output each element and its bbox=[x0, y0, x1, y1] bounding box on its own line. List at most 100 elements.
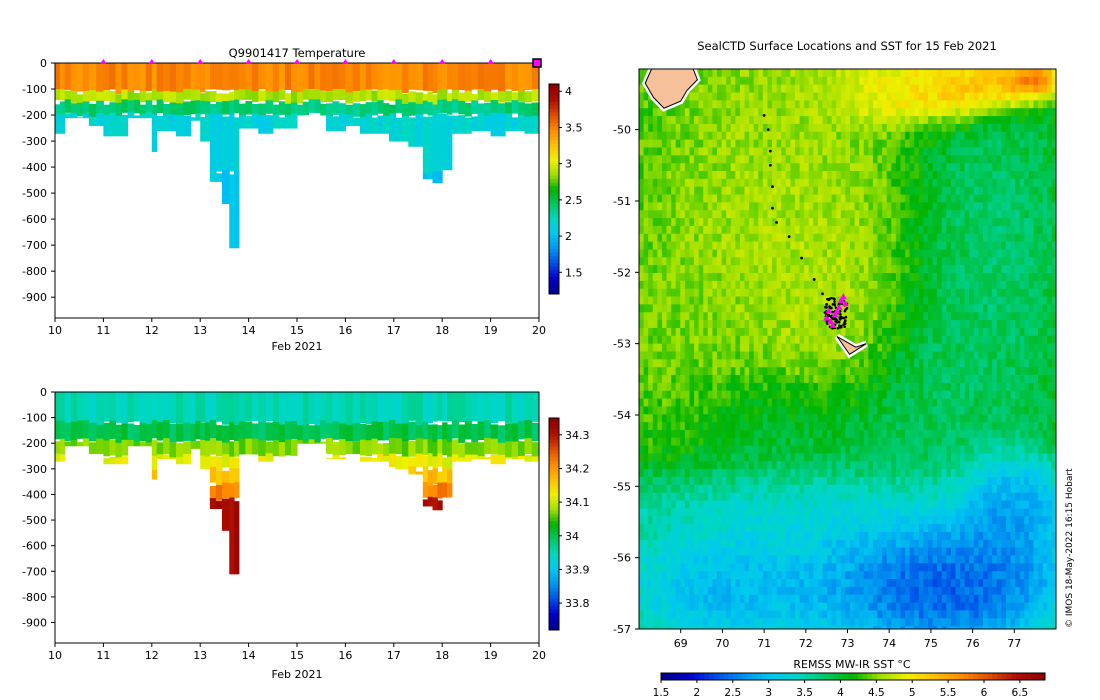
sst-cell bbox=[758, 343, 764, 353]
sst-cell bbox=[969, 186, 975, 196]
sst-cell bbox=[799, 312, 805, 321]
section-cell bbox=[121, 99, 129, 113]
sst-cell bbox=[882, 382, 888, 392]
sst-cell bbox=[785, 367, 792, 376]
sst-cell bbox=[1019, 335, 1026, 345]
sst-cell bbox=[969, 233, 975, 243]
sst-cell bbox=[639, 116, 645, 125]
sst-cell bbox=[790, 194, 796, 204]
sst-cell bbox=[762, 375, 769, 384]
sst-cell bbox=[1001, 84, 1007, 94]
sst-cell bbox=[983, 296, 989, 306]
sst-cell bbox=[744, 343, 750, 353]
sst-cell bbox=[854, 280, 860, 290]
sst-cell bbox=[840, 280, 847, 290]
sst-cell bbox=[794, 108, 801, 117]
sst-cell bbox=[1024, 343, 1030, 353]
sst-cell bbox=[753, 398, 760, 408]
sst-cell bbox=[900, 351, 906, 361]
colorbar-segment bbox=[549, 421, 559, 426]
sst-cell bbox=[914, 225, 920, 235]
section-cell bbox=[115, 442, 123, 459]
colorbar-segment bbox=[549, 171, 559, 176]
sst-cell bbox=[716, 131, 723, 141]
sst-cell bbox=[950, 76, 957, 86]
sst-cell bbox=[684, 335, 691, 345]
sst-cell bbox=[868, 351, 874, 361]
sst-cell bbox=[652, 351, 659, 361]
sst-cell bbox=[1033, 92, 1039, 102]
sst-cell bbox=[726, 155, 732, 164]
sst-cell bbox=[946, 320, 952, 329]
section-cell bbox=[484, 91, 492, 103]
sst-cell bbox=[744, 186, 750, 196]
sst-cell bbox=[758, 241, 764, 251]
sst-cell bbox=[648, 406, 654, 416]
sst-cell bbox=[937, 304, 943, 314]
sst-cell bbox=[891, 123, 897, 133]
colorbar-tick-label: 34.3 bbox=[565, 429, 590, 442]
sst-cell bbox=[914, 327, 920, 337]
sst-cell bbox=[744, 367, 750, 376]
sst-cell bbox=[726, 312, 732, 321]
sst-cell bbox=[845, 367, 851, 376]
colorbar-segment bbox=[549, 552, 559, 557]
sst-cell bbox=[1047, 304, 1053, 314]
section-cell bbox=[76, 102, 84, 117]
section-cell bbox=[156, 392, 164, 425]
sst-cell bbox=[854, 186, 860, 196]
section-cell bbox=[251, 90, 259, 102]
sst-cell bbox=[1005, 194, 1012, 204]
sst-cell bbox=[969, 367, 975, 376]
sst-cell bbox=[996, 76, 1003, 86]
sst-cell bbox=[767, 163, 773, 172]
sst-cell bbox=[684, 343, 691, 353]
sst-cell bbox=[882, 343, 888, 353]
sst-cell bbox=[1005, 288, 1012, 298]
sst-cell bbox=[836, 225, 842, 235]
sst-cell bbox=[1033, 304, 1039, 314]
sst-cell bbox=[1015, 194, 1021, 204]
sst-cell bbox=[923, 69, 929, 78]
sst-cell bbox=[772, 288, 778, 298]
sst-cell bbox=[712, 359, 718, 368]
sst-cell bbox=[1042, 171, 1049, 180]
sst-cell bbox=[1001, 147, 1007, 157]
section-cell bbox=[209, 91, 217, 102]
section-cell bbox=[518, 114, 525, 132]
sst-cell bbox=[950, 171, 957, 180]
sst-cell bbox=[739, 359, 746, 368]
sst-cell bbox=[698, 84, 705, 94]
sst-cell bbox=[983, 210, 989, 219]
sst-cell bbox=[927, 92, 934, 102]
sst-cell bbox=[735, 359, 741, 368]
sst-cell bbox=[1019, 280, 1026, 290]
sst-cell bbox=[863, 108, 870, 117]
colorbar-segment bbox=[549, 428, 559, 433]
sst-cell bbox=[1038, 155, 1044, 164]
sst-cell bbox=[854, 123, 860, 133]
sst-cell bbox=[836, 131, 842, 141]
section-cell bbox=[408, 392, 417, 421]
sst-cell bbox=[987, 163, 993, 172]
sst-cell bbox=[790, 257, 796, 266]
section-cell bbox=[297, 104, 304, 116]
sst-cell bbox=[822, 210, 828, 219]
section-cell bbox=[229, 100, 235, 114]
sst-cell bbox=[914, 147, 920, 157]
sst-cell bbox=[937, 343, 943, 353]
sst-cell bbox=[762, 163, 769, 172]
sst-cell bbox=[882, 304, 888, 314]
sst-cell bbox=[932, 265, 938, 274]
sst-cell bbox=[895, 116, 902, 125]
sst-cell bbox=[781, 414, 787, 423]
sst-cell bbox=[694, 84, 700, 94]
sst-cell bbox=[886, 225, 893, 235]
sst-cell bbox=[707, 280, 714, 290]
sst-cell bbox=[639, 108, 645, 117]
sst-cell bbox=[794, 186, 801, 196]
sst-cell bbox=[744, 320, 750, 329]
sst-cell bbox=[767, 257, 773, 266]
sst-cell bbox=[661, 131, 668, 141]
sst-cell bbox=[726, 178, 732, 188]
